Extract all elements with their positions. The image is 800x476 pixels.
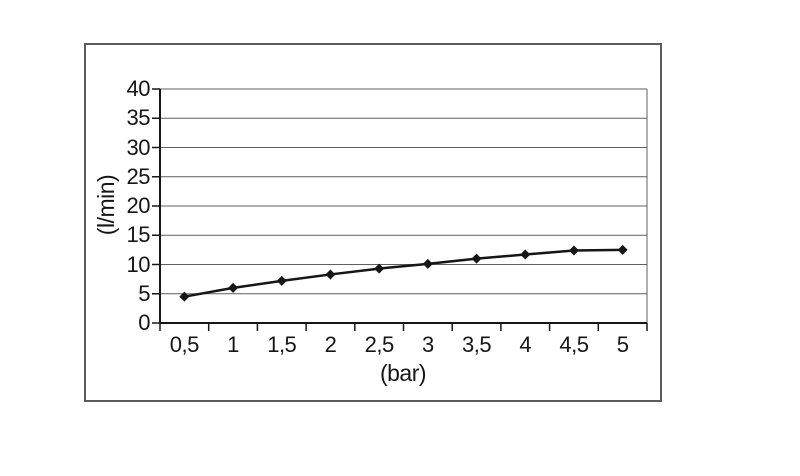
- y-tick-label: 20: [126, 193, 151, 218]
- series-line-flow-rate: [184, 248, 623, 298]
- x-tick-label: 5: [616, 332, 629, 357]
- diamond-marker: [617, 244, 628, 255]
- y-tick-label: 35: [126, 105, 151, 131]
- y-tick-label: 5: [138, 280, 150, 306]
- x-tick-label: 4,5: [559, 332, 589, 357]
- y-tick-label: 10: [126, 251, 151, 277]
- diamond-marker: [179, 291, 190, 302]
- diamond-marker: [422, 258, 433, 269]
- diamond-marker: [228, 282, 239, 293]
- x-tick-label: 2,5: [364, 332, 395, 357]
- diamond-marker: [568, 245, 579, 256]
- diamond-marker: [374, 263, 385, 274]
- chart-outer-frame: [84, 43, 662, 402]
- diamond-marker: [471, 253, 482, 264]
- x-tick-label: 0,5: [169, 332, 200, 357]
- diamond-marker: [276, 275, 287, 286]
- x-axis-title: (bar): [379, 360, 427, 386]
- x-tick-label: 3: [421, 332, 434, 357]
- y-tick-label: 40: [126, 76, 151, 101]
- diamond-marker: [520, 249, 531, 260]
- diamond-marker: [325, 269, 336, 280]
- x-tick-label: 1: [227, 332, 239, 357]
- x-tick-label: 4: [519, 332, 532, 357]
- x-tick-label: 1,5: [267, 332, 297, 357]
- x-tick-label: 2: [324, 332, 337, 357]
- y-tick-label: 0: [138, 310, 150, 335]
- y-tick-label: 25: [126, 163, 151, 189]
- x-tick-label: 3,5: [462, 332, 492, 357]
- y-tick-label: 30: [126, 134, 151, 160]
- y-tick-label: 15: [126, 222, 151, 248]
